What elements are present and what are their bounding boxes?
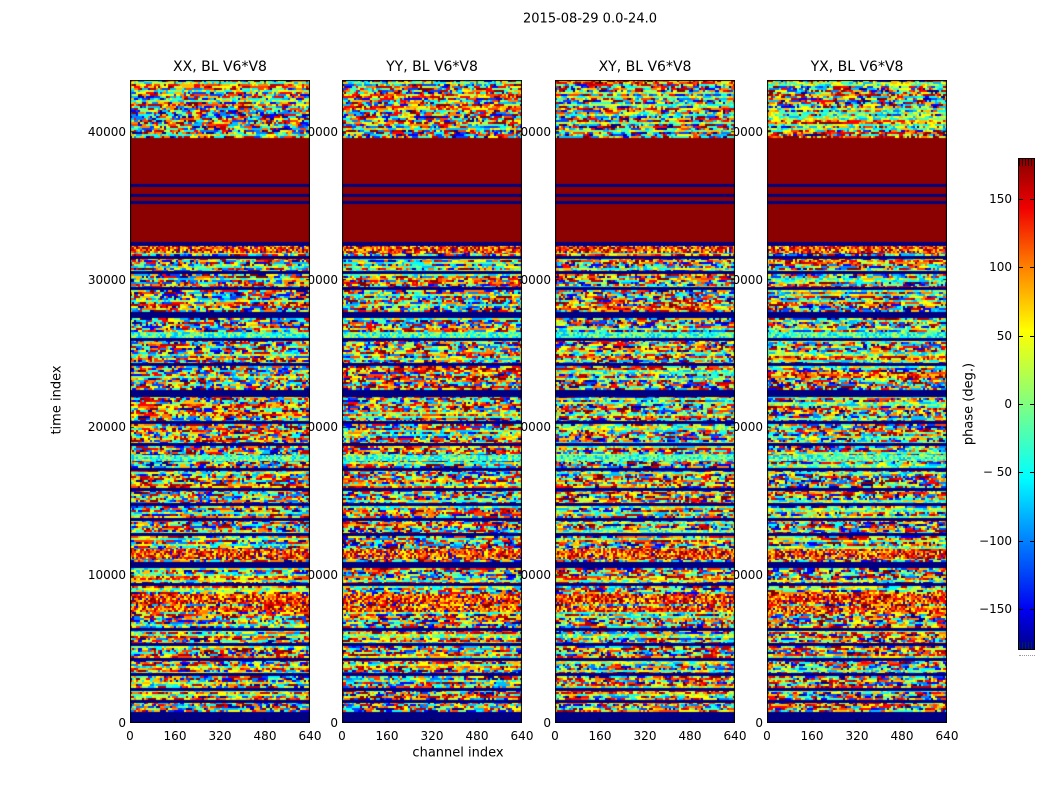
subplot-yy: YY, BL V6*V8 0 160 320 480 640 0 10000 20000 300… xyxy=(300,59,534,743)
colorbar-tick-mark xyxy=(1018,199,1023,200)
colorbar-tick-mark xyxy=(1030,199,1035,200)
x-tick-label: 0 xyxy=(338,729,346,743)
x-tick-label: 160 xyxy=(163,729,187,743)
x-tick-label: 640 xyxy=(935,729,959,743)
y-tick-label: 30000 xyxy=(87,272,126,287)
subplot-xy-title: XY, BL V6*V8 xyxy=(598,59,692,75)
y-tick-label: 0 xyxy=(118,716,126,730)
heatmap-canvas xyxy=(767,80,947,723)
y-tick-label: 40000 xyxy=(87,124,126,139)
colorbar-end-dots xyxy=(1019,655,1035,656)
y-tick-label: 40000 xyxy=(512,124,551,139)
heatmap-canvas xyxy=(342,80,522,723)
x-tick-label: 320 xyxy=(208,729,232,743)
colorbar-tick-label: 150 xyxy=(989,192,1012,206)
colorbar-gradient xyxy=(1019,159,1034,649)
figure-title: 2015-08-29 0.0-24.0 xyxy=(523,11,657,27)
y-tick-label: 20000 xyxy=(512,420,551,435)
colorbar-tick-mark xyxy=(1018,404,1023,405)
subplot-xy: XY, BL V6*V8 0 160 320 480 640 0 10000 20000 300… xyxy=(513,59,747,743)
colorbar-tick-mark xyxy=(1030,472,1035,474)
x-tick-label: 480 xyxy=(465,729,489,743)
colorbar-bottom-hatch xyxy=(1019,642,1034,649)
colorbar-tick-mark xyxy=(1018,472,1023,474)
x-tick-label: 320 xyxy=(420,729,444,743)
colorbar-tick-mark xyxy=(1018,335,1023,337)
colorbar-tick-mark xyxy=(1018,540,1023,542)
colorbar-tick-mark xyxy=(1030,267,1035,269)
heatmap-canvas xyxy=(555,80,735,723)
subplot-yx-title: YX, BL V6*V8 xyxy=(810,59,904,75)
subplot-xx: XX, BL V6*V8 0 160 320 480 640 0 10000 20000 300… xyxy=(88,59,322,743)
x-tick-label: 320 xyxy=(633,729,657,743)
x-tick-label: 0 xyxy=(126,729,134,743)
subplot-yx: YX, BL V6*V8 0 160 320 480 640 0 10000 20000 300… xyxy=(725,59,959,743)
colorbar-tick-label: 50 xyxy=(996,328,1012,343)
x-tick-label: 480 xyxy=(678,729,702,743)
colorbar-tick-mark xyxy=(1030,404,1035,405)
y-tick-label: 10000 xyxy=(512,568,551,583)
colorbar-tick-label: −150 xyxy=(979,602,1012,616)
y-tick-label: 0 xyxy=(330,716,338,730)
x-tick-label: 160 xyxy=(800,729,824,743)
colorbar-tick-label: − 50 xyxy=(982,465,1012,480)
x-tick-label: 0 xyxy=(763,729,771,743)
colorbar-top-hatch xyxy=(1019,159,1034,166)
x-tick-label: 0 xyxy=(551,729,559,743)
y-tick-label: 0 xyxy=(543,716,551,730)
y-axis-label: time index xyxy=(49,365,65,435)
x-tick-label: 320 xyxy=(845,729,869,743)
subplot-yy-title: YY, BL V6*V8 xyxy=(386,59,478,75)
x-tick-label: 480 xyxy=(890,729,914,743)
y-tick-label: 30000 xyxy=(512,272,551,287)
colorbar-tick-label: −100 xyxy=(979,533,1012,548)
y-tick-label: 0 xyxy=(755,716,763,730)
x-tick-label: 640 xyxy=(723,729,747,743)
y-tick-label: 20000 xyxy=(87,420,126,435)
colorbar-tick-mark xyxy=(1030,335,1035,337)
x-tick-label: 640 xyxy=(298,729,322,743)
subplot-xx-title: XX, BL V6*V8 xyxy=(173,59,267,75)
colorbar-tick-label: 0 xyxy=(1004,397,1012,411)
heatmap-canvas xyxy=(130,80,310,723)
x-tick-label: 160 xyxy=(588,729,612,743)
colorbar-tick-mark xyxy=(1030,540,1035,542)
colorbar-tick-mark xyxy=(1018,609,1023,610)
x-tick-label: 640 xyxy=(510,729,534,743)
colorbar-tick-label: 100 xyxy=(989,260,1012,275)
x-tick-label: 160 xyxy=(375,729,399,743)
x-tick-label: 480 xyxy=(253,729,277,743)
colorbar-tick-mark xyxy=(1018,267,1023,269)
x-axis-label: channel index xyxy=(412,745,504,761)
colorbar-tick-mark xyxy=(1030,609,1035,610)
y-tick-label: 10000 xyxy=(87,568,126,583)
